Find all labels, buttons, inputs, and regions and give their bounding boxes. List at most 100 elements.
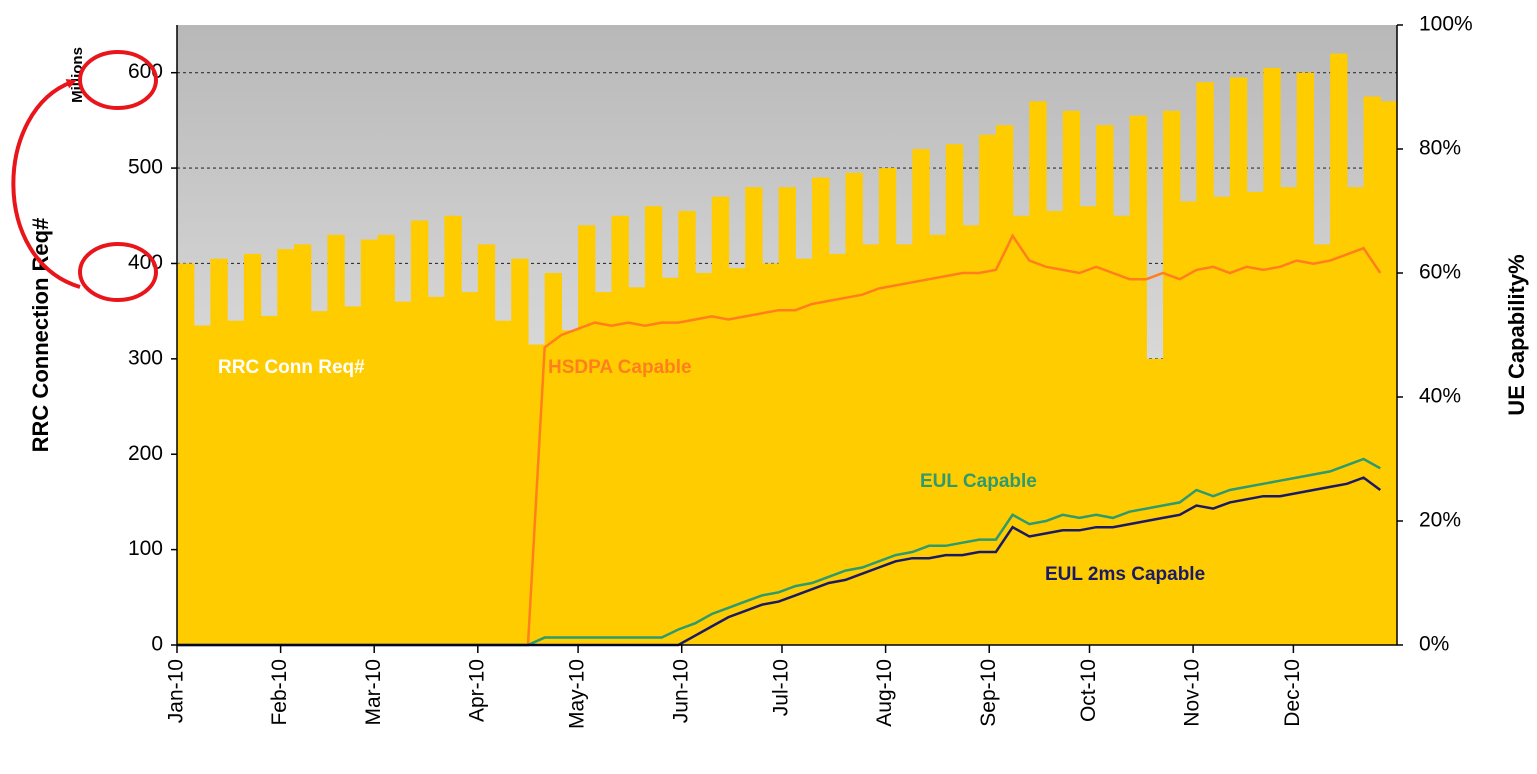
- bar: [979, 134, 997, 645]
- bar: [310, 311, 329, 645]
- bar: [494, 320, 512, 645]
- y-tick-label: 200: [128, 442, 163, 465]
- bar: [260, 315, 278, 645]
- bar: [828, 253, 847, 645]
- y2-tick-label: 60%: [1419, 261, 1461, 284]
- bar: [1296, 72, 1315, 645]
- y2-tick-label: 0%: [1419, 633, 1449, 656]
- bar: [410, 220, 429, 646]
- bar: [360, 239, 379, 645]
- y-tick-label: 100: [128, 537, 163, 560]
- bar: [611, 215, 629, 645]
- bar: [511, 258, 529, 645]
- y-tick-label: 300: [128, 346, 163, 369]
- bar: [695, 273, 713, 645]
- bar: [878, 168, 897, 646]
- bar: [1029, 101, 1047, 646]
- bar: [377, 234, 395, 645]
- y2-axis-title: UE Capability%: [1504, 254, 1529, 415]
- x-tick-label: Dec-10: [1281, 659, 1304, 727]
- bar: [444, 215, 462, 645]
- x-tick-label: Jul-10: [770, 659, 793, 716]
- bar: [544, 273, 562, 645]
- bar: [845, 172, 863, 645]
- bar: [1363, 96, 1381, 646]
- series-label: RRC Conn Req#: [218, 357, 365, 378]
- bar: [461, 292, 479, 645]
- bar: [594, 292, 613, 645]
- bar: [962, 225, 980, 646]
- highlight-circle: [78, 50, 158, 110]
- bar: [1229, 77, 1248, 645]
- bar: [728, 268, 746, 645]
- y-tick-label: 0: [151, 633, 163, 656]
- x-tick-label: Sep-10: [977, 659, 1000, 727]
- bar: [1280, 187, 1298, 645]
- bar: [862, 244, 880, 645]
- bar: [1313, 244, 1331, 645]
- bar: [678, 211, 696, 645]
- x-tick-label: May-10: [566, 659, 589, 729]
- series-label: EUL 2ms Capable: [1045, 564, 1205, 585]
- bar: [293, 244, 312, 645]
- bar: [427, 296, 445, 645]
- bar: [1179, 201, 1198, 645]
- y-axis-title: RRC Connection Req#: [28, 218, 53, 453]
- bar: [895, 244, 913, 645]
- y2-tick-label: 100%: [1419, 13, 1473, 36]
- bar: [795, 258, 813, 645]
- bar: [327, 234, 345, 645]
- y-tick-label: 500: [128, 156, 163, 179]
- bar: [1380, 101, 1398, 646]
- bar: [193, 325, 212, 645]
- bars: [177, 53, 1398, 646]
- bar: [1330, 53, 1348, 646]
- bar: [745, 187, 763, 645]
- bar: [578, 225, 596, 646]
- bar: [210, 258, 228, 645]
- bar: [644, 206, 663, 645]
- bar: [277, 249, 295, 645]
- bar: [477, 244, 496, 645]
- x-tick-label: Aug-10: [873, 659, 896, 727]
- bar: [1146, 358, 1164, 645]
- bar: [1213, 196, 1231, 645]
- x-tick-label: Mar-10: [362, 659, 385, 726]
- bar: [661, 277, 679, 645]
- bar: [1246, 191, 1264, 645]
- bar: [1163, 110, 1181, 646]
- bar: [945, 144, 964, 645]
- bar: [243, 253, 262, 645]
- bar: [628, 287, 646, 645]
- bar: [1129, 115, 1147, 646]
- bar: [761, 263, 780, 645]
- bar: [995, 125, 1014, 645]
- bar: [344, 306, 362, 645]
- bar: [1062, 110, 1081, 646]
- bar: [1263, 67, 1281, 645]
- highlight-circle: [78, 242, 158, 302]
- bar: [1079, 206, 1097, 645]
- y2-tick-label: 20%: [1419, 509, 1461, 532]
- bar: [912, 149, 930, 645]
- bar: [778, 187, 796, 645]
- axes: 01002003004005006000%20%40%60%80%100%Jan…: [128, 13, 1473, 729]
- bar: [812, 177, 830, 645]
- x-tick-label: Nov-10: [1181, 659, 1204, 727]
- bar: [1112, 215, 1131, 645]
- x-tick-label: Jun-10: [669, 659, 692, 723]
- bar: [929, 234, 947, 645]
- x-tick-label: Jan-10: [165, 659, 188, 723]
- bar: [1196, 82, 1214, 645]
- series-label: EUL Capable: [920, 471, 1037, 492]
- bar: [1046, 211, 1064, 645]
- highlight-arrow: [11, 79, 81, 289]
- bar: [1346, 187, 1365, 645]
- bar: [177, 263, 195, 645]
- bar: [227, 320, 245, 645]
- x-tick-label: Apr-10: [465, 659, 488, 722]
- y2-tick-label: 80%: [1419, 137, 1461, 160]
- bar: [394, 301, 412, 645]
